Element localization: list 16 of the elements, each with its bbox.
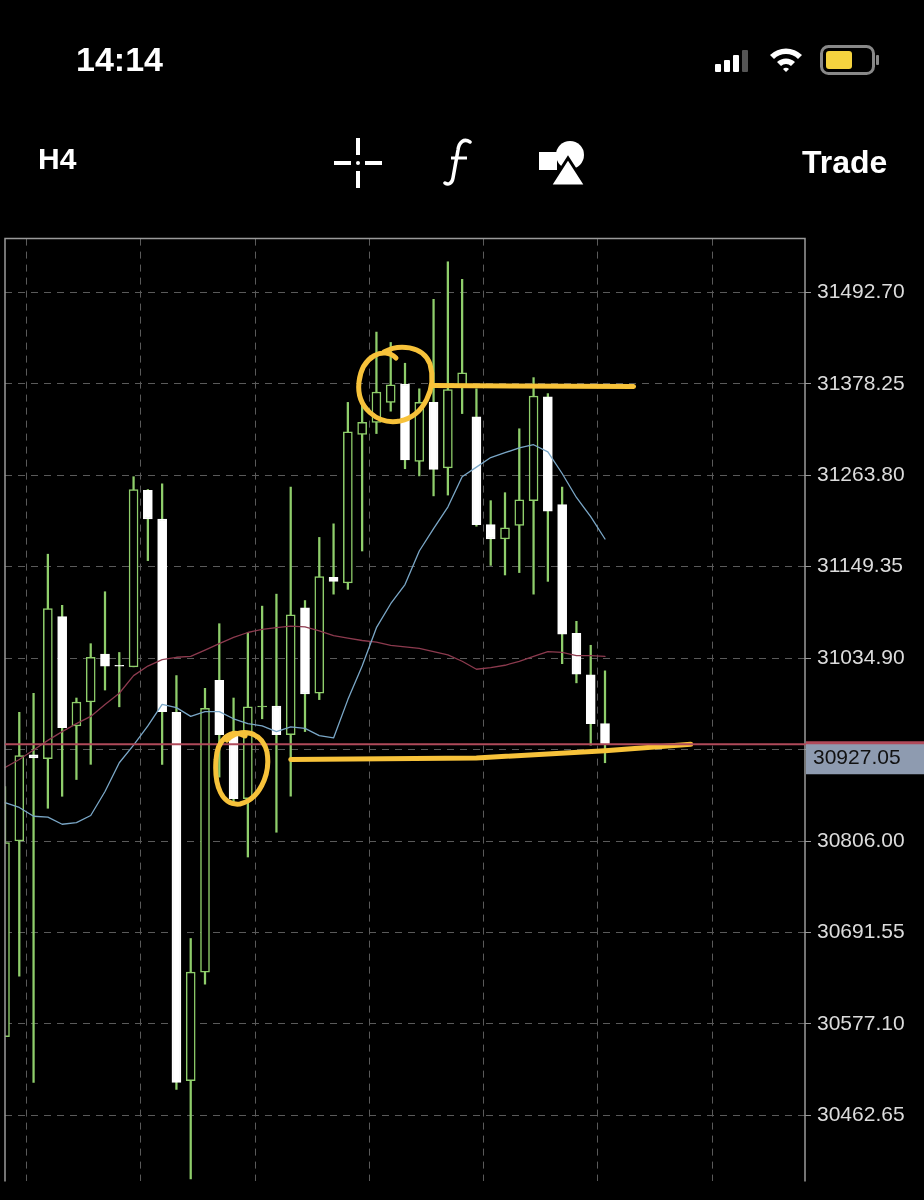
y-tick-label: 31149.35: [817, 553, 904, 577]
y-tick-label: 30577.10: [817, 1010, 905, 1034]
y-tick-label: 31492.70: [817, 279, 905, 303]
y-tick-label: 30806.00: [817, 827, 905, 851]
y-tick-label: 30691.55: [817, 919, 905, 943]
y-tick-label: 31378.25: [817, 370, 905, 394]
candlestick: [71, 697, 82, 780]
text: H4: [38, 142, 77, 176]
text: Trade: [802, 144, 888, 181]
y-tick-label: 31034.90: [817, 644, 905, 668]
y-tick-label: 30462.65: [817, 1102, 905, 1126]
ref-line-label: 30927.05: [813, 745, 901, 769]
y-tick-label: 31263.80: [817, 462, 905, 486]
text: 14:14: [76, 40, 163, 79]
candlestick: [28, 692, 39, 1083]
candlestick: [271, 593, 282, 833]
